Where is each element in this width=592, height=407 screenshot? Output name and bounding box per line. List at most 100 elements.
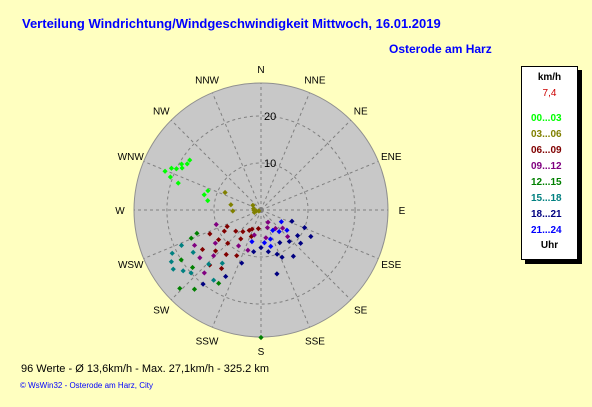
data-point	[249, 239, 255, 245]
direction-label-ESE: ESE	[381, 260, 401, 271]
data-point	[188, 270, 194, 276]
data-point	[267, 236, 274, 242]
direction-label-E: E	[399, 206, 406, 217]
data-point	[250, 202, 256, 208]
legend-class-4: 12...15	[531, 177, 562, 188]
data-point	[191, 242, 198, 248]
data-point	[216, 280, 222, 286]
direction-label-SSW: SSW	[196, 336, 219, 347]
data-point	[276, 229, 282, 235]
data-point	[177, 285, 183, 292]
page-title: Verteilung Windrichtung/Windgeschwindigk…	[22, 16, 441, 31]
direction-label-S: S	[258, 347, 265, 358]
ring-label-10: 10	[264, 158, 276, 170]
legend-unit: km/h	[537, 72, 562, 83]
data-point	[256, 208, 262, 214]
data-point	[270, 227, 276, 233]
data-point	[240, 229, 246, 235]
ring-10	[213, 162, 309, 258]
data-point	[290, 253, 296, 259]
data-point	[268, 243, 274, 249]
data-point	[194, 230, 200, 236]
data-point	[286, 238, 292, 245]
data-point	[212, 248, 219, 254]
data-point	[184, 161, 190, 167]
data-point	[222, 189, 228, 196]
data-point	[207, 231, 213, 237]
data-point	[205, 198, 211, 204]
data-point	[258, 334, 264, 341]
data-point	[218, 265, 225, 272]
data-point	[234, 253, 240, 259]
direction-label-ENE: ENE	[381, 152, 402, 163]
data-point	[274, 251, 280, 257]
direction-label-SW: SW	[153, 306, 170, 317]
legend-hours-label: Uhr	[540, 240, 559, 251]
data-point	[249, 226, 255, 232]
legend-class-6: 18...21	[531, 209, 562, 220]
data-point	[238, 236, 244, 242]
data-point	[298, 240, 304, 246]
data-point	[265, 249, 271, 255]
data-point	[289, 218, 295, 224]
data-point	[173, 166, 180, 172]
data-point	[233, 228, 239, 234]
data-point	[199, 246, 206, 253]
data-point	[251, 232, 257, 238]
data-point	[206, 261, 212, 267]
data-point	[200, 281, 206, 287]
data-point	[258, 245, 264, 251]
data-point	[302, 225, 308, 231]
legend-average: 7,4	[542, 88, 557, 99]
data-point	[211, 277, 217, 283]
data-point	[228, 202, 234, 208]
station-location: Osterode am Harz	[389, 42, 492, 56]
data-point	[168, 165, 175, 171]
data-point	[279, 254, 285, 260]
data-point	[190, 249, 196, 255]
direction-label-NNW: NNW	[195, 76, 219, 87]
ring-20	[166, 115, 356, 305]
data-point	[284, 227, 290, 233]
data-point	[308, 233, 314, 240]
statistics-line: 96 Werte - Ø 13,6km/h - Max. 27,1km/h - …	[21, 363, 269, 375]
data-point	[212, 240, 218, 246]
data-point	[188, 235, 194, 241]
data-point	[211, 253, 217, 259]
data-point	[201, 270, 207, 276]
data-point	[170, 266, 176, 272]
legend-class-7: 21...24	[531, 225, 562, 236]
data-point	[221, 228, 227, 234]
data-point	[162, 168, 168, 174]
data-point	[187, 157, 193, 163]
data-point	[224, 223, 230, 230]
ring-label-20: 20	[264, 111, 276, 123]
direction-label-NE: NE	[354, 106, 368, 117]
direction-label-NNE: NNE	[304, 76, 325, 87]
data-point	[178, 257, 184, 263]
data-point	[178, 242, 185, 248]
data-point	[178, 161, 185, 167]
direction-label-WSW: WSW	[118, 260, 144, 271]
data-point	[255, 226, 261, 232]
data-point	[223, 273, 229, 280]
direction-label-WNW: WNW	[118, 152, 145, 163]
data-point	[191, 286, 198, 292]
data-point	[189, 264, 196, 271]
data-point	[175, 180, 181, 186]
data-point	[261, 240, 268, 246]
data-point	[245, 247, 251, 253]
data-point	[250, 206, 257, 212]
data-point	[230, 208, 236, 214]
data-point	[295, 233, 301, 239]
data-point	[168, 259, 174, 265]
direction-label-W: W	[115, 206, 125, 217]
data-point	[263, 235, 269, 241]
data-point	[223, 251, 229, 258]
direction-label-SSE: SSE	[305, 336, 325, 347]
direction-label-SE: SE	[354, 306, 368, 317]
data-point	[235, 243, 242, 249]
data-point	[278, 219, 284, 225]
footer-credit: © WsWin32 - Osterode am Harz, City	[20, 381, 154, 390]
